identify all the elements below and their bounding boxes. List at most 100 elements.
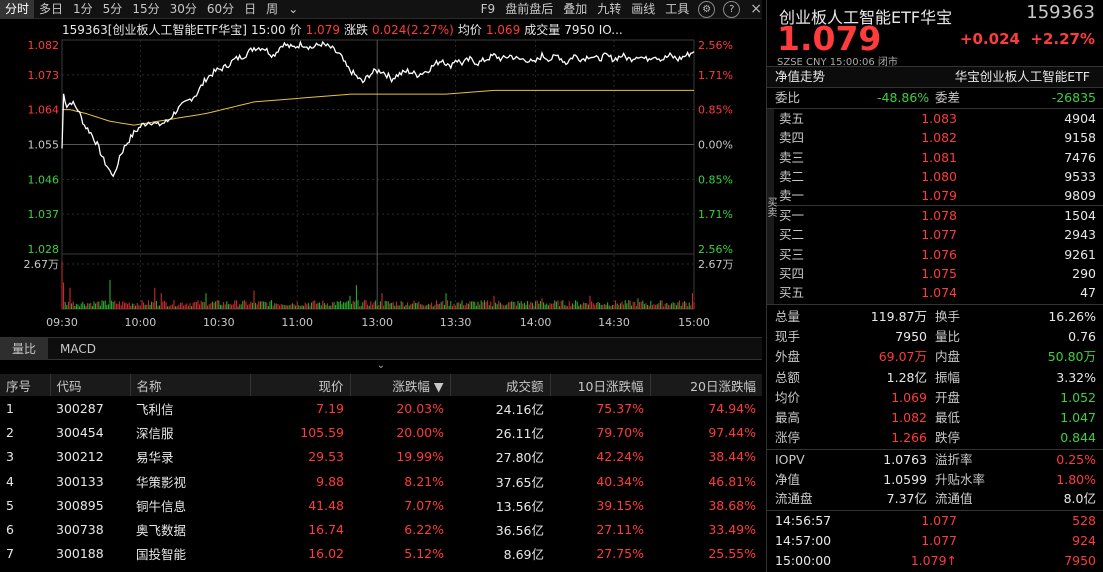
bid-level[interactable]: 买五 1.074 47 bbox=[767, 283, 1103, 303]
table-row[interactable]: 7 300188 国投智能 16.02 5.12% 8.69亿 27.75% 25.55% bbox=[0, 542, 762, 566]
row-turnover: 37.65亿 bbox=[450, 469, 550, 493]
row-index: 5 bbox=[0, 493, 50, 517]
ask-level[interactable]: 卖二 1.080 9533 bbox=[767, 167, 1103, 187]
f9-button[interactable]: F9 bbox=[476, 0, 501, 19]
y-tick-left: 1.064 bbox=[28, 104, 60, 117]
row-code: 300454 bbox=[50, 420, 130, 444]
tools-button[interactable]: 工具 bbox=[660, 0, 694, 19]
volume-label-left: 2.67万 bbox=[24, 258, 60, 271]
table-row[interactable]: 5 300895 铜牛信息 41.48 7.07% 13.56亿 39.15% 38.68% bbox=[0, 493, 762, 517]
level-label: 卖五 bbox=[779, 109, 804, 129]
row-change: 7.07% bbox=[350, 493, 450, 517]
bid-level[interactable]: 买三 1.076 9261 bbox=[767, 245, 1103, 265]
col-10d-change[interactable]: 10日涨跌幅 bbox=[550, 374, 650, 396]
change-abs: +0.024 bbox=[960, 30, 1020, 48]
nav-row[interactable]: 净值走势 华宝创业板人工智能ETF bbox=[767, 67, 1103, 87]
row-10d: 27.75% bbox=[550, 542, 650, 566]
col-turnover[interactable]: 成交额 bbox=[450, 374, 550, 396]
stat-row: 总额 1.28亿 振幅 3.32% bbox=[767, 368, 1103, 388]
table-row[interactable]: 6 300738 奥飞数据 16.74 6.22% 36.56亿 27.11% 33.49% bbox=[0, 517, 762, 541]
row-code: 300212 bbox=[50, 445, 130, 469]
collapse-chevron-icon[interactable]: ⌄ bbox=[0, 360, 762, 372]
stat-label: 均价 bbox=[775, 388, 800, 408]
nav-label[interactable]: 净值走势 bbox=[775, 67, 825, 87]
level-label: 买五 bbox=[779, 283, 804, 303]
tab-fenshi[interactable]: 分时 bbox=[0, 0, 34, 19]
draw-line-button[interactable]: 画线 bbox=[626, 0, 660, 19]
stat-value: 0.844 bbox=[1060, 428, 1096, 448]
info-price-label: 价 bbox=[290, 21, 302, 38]
col-code[interactable]: 代码 bbox=[50, 374, 130, 396]
stat-row: IOPV 1.0763 溢折率 0.25% bbox=[767, 450, 1103, 470]
more-periods-icon[interactable]: ⌄ bbox=[283, 0, 303, 19]
table-row[interactable]: 1 300287 飞利信 7.19 20.03% 24.16亿 75.37% 74.94% bbox=[0, 396, 762, 420]
tab-5min[interactable]: 5分 bbox=[98, 0, 128, 19]
col-20d-change[interactable]: 20日涨跌幅 bbox=[650, 374, 762, 396]
ask-level[interactable]: 卖三 1.081 7476 bbox=[767, 148, 1103, 168]
row-name: 深信服 bbox=[130, 420, 250, 444]
tick-volume: 7950 bbox=[1064, 551, 1096, 571]
tick-volume: 528 bbox=[1072, 511, 1096, 531]
row-turnover: 13.56亿 bbox=[450, 493, 550, 517]
stat-label: 振幅 bbox=[935, 368, 960, 388]
tab-30min[interactable]: 30分 bbox=[165, 0, 202, 19]
period-toolbar: 分时 多日 1分 5分 15分 30分 60分 日 周 ⌄ F9 盘前盘后 叠加… bbox=[0, 0, 762, 19]
row-price: 41.48 bbox=[250, 493, 350, 517]
y-tick-right: 2.56% bbox=[698, 39, 733, 52]
row-price: 16.74 bbox=[250, 517, 350, 541]
col-name[interactable]: 名称 bbox=[130, 374, 250, 396]
row-index: 6 bbox=[0, 517, 50, 541]
table-row[interactable]: 4 300133 华策影视 9.88 8.21% 37.65亿 40.34% 46.81% bbox=[0, 469, 762, 493]
stat-value: 1.266 bbox=[867, 428, 927, 448]
row-20d: 46.81% bbox=[650, 469, 762, 493]
table-row[interactable]: 2 300454 深信服 105.59 20.00% 26.11亿 79.70% 97.44% bbox=[0, 420, 762, 444]
intraday-chart[interactable]: 1.082 2.56% 1.073 1.71% 1.064 0.85% 1.055 0.00%… bbox=[0, 20, 762, 340]
weibi-row: 委比 -48.86% 委差 -26835 bbox=[767, 88, 1103, 108]
row-name: 奥飞数据 bbox=[130, 517, 250, 541]
table-row[interactable]: 3 300212 易华录 29.53 19.99% 27.80亿 42.24% 38.44% bbox=[0, 445, 762, 469]
close-icon[interactable]: × bbox=[750, 1, 762, 17]
bid-level[interactable]: 买四 1.075 290 bbox=[767, 264, 1103, 284]
row-code: 300287 bbox=[50, 396, 130, 420]
level-volume: 4904 bbox=[1064, 109, 1096, 129]
ask-level[interactable]: 卖五 1.083 4904 bbox=[767, 109, 1103, 129]
tab-liangbi[interactable]: 量比 bbox=[0, 338, 48, 360]
col-change-pct[interactable]: 涨跌幅 ▼ bbox=[350, 374, 450, 396]
stat-row: 现手 7950 量比 0.76 bbox=[767, 327, 1103, 347]
ask-level[interactable]: 卖四 1.082 9158 bbox=[767, 128, 1103, 148]
table-body: 1 300287 飞利信 7.19 20.03% 24.16亿 75.37% 74.94% 2 3… bbox=[0, 396, 762, 566]
tab-day[interactable]: 日 bbox=[239, 0, 261, 19]
bid-level[interactable]: 买二 1.077 2943 bbox=[767, 225, 1103, 245]
settings-icon[interactable]: ⚙ bbox=[698, 1, 715, 18]
jiuzhuan-button[interactable]: 九转 bbox=[592, 0, 626, 19]
stat-label: 流通值 bbox=[935, 489, 973, 509]
info-change-label: 涨跌 bbox=[344, 21, 368, 38]
weicha-label: 委差 bbox=[935, 88, 960, 108]
row-price: 29.53 bbox=[250, 445, 350, 469]
col-price[interactable]: 现价 bbox=[250, 374, 350, 396]
stat-label: 换手 bbox=[935, 307, 960, 327]
tab-macd[interactable]: MACD bbox=[48, 338, 108, 360]
ask-level[interactable]: 卖一 1.079 9809 bbox=[767, 186, 1103, 206]
y-tick-right: 1.71% bbox=[698, 69, 733, 82]
info-avg-label: 均价 bbox=[458, 21, 482, 38]
col-index[interactable]: 序号 bbox=[0, 374, 50, 396]
info-more[interactable]: IO... bbox=[599, 23, 623, 37]
x-tick: 10:30 bbox=[203, 316, 235, 329]
bid-level[interactable]: 买一 1.078 1504 bbox=[767, 206, 1103, 226]
row-code: 300895 bbox=[50, 493, 130, 517]
overlay-button[interactable]: 叠加 bbox=[558, 0, 592, 19]
stat-label: 总量 bbox=[775, 307, 800, 327]
tab-week[interactable]: 周 bbox=[261, 0, 283, 19]
info-avg: 1.069 bbox=[486, 23, 520, 37]
premarket-button[interactable]: 盘前盘后 bbox=[500, 0, 558, 19]
help-icon[interactable]: ? bbox=[723, 1, 740, 18]
tab-duori[interactable]: 多日 bbox=[34, 0, 68, 19]
order-book-tab[interactable]: 买卖 bbox=[767, 109, 774, 304]
tab-1min[interactable]: 1分 bbox=[68, 0, 98, 19]
tab-60min[interactable]: 60分 bbox=[202, 0, 239, 19]
level-label: 卖四 bbox=[779, 128, 804, 148]
stat-value: 7950 bbox=[867, 327, 927, 347]
tab-15min[interactable]: 15分 bbox=[127, 0, 164, 19]
x-tick: 15:00 bbox=[678, 316, 710, 329]
